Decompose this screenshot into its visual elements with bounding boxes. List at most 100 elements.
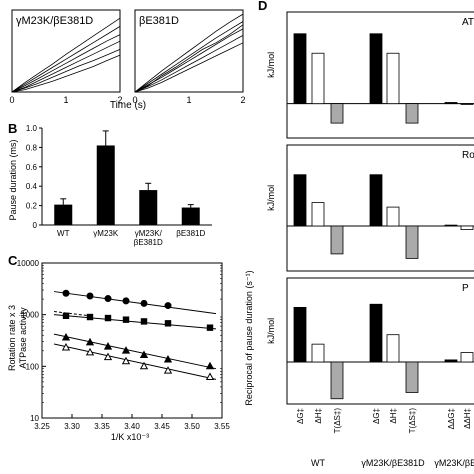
trace-2: [134, 28, 244, 93]
a-tick-1: 1: [63, 95, 68, 105]
panel-a-xlabel: Time (s): [110, 100, 146, 111]
panel-d: D kJ/mol ATP kJ/mol Rota kJ/mol P ΔG‡ ΔH‡ T(ΔS‡…: [258, 0, 474, 468]
c-ytick-label: 10000: [17, 259, 40, 268]
c-xtick-label: 3.25: [34, 422, 50, 431]
b-bar: [96, 145, 115, 225]
b-ytick-label: 0.4: [26, 182, 38, 191]
trace-1: [11, 49, 121, 93]
panel-c-ylabel-line2: ATPase activity: [18, 307, 28, 369]
d-bar: [369, 33, 383, 105]
c-fit-line: [53, 291, 217, 315]
trace-3: [134, 21, 244, 93]
c-point: [122, 316, 130, 323]
d-subpanel-title: Rota: [462, 150, 474, 161]
d-bar: [311, 52, 325, 105]
d-ylabel: kJ/mol: [266, 318, 276, 344]
d-xtick-label: ΔH‡: [389, 408, 398, 424]
panel-a-right-title: βE381D: [139, 15, 179, 27]
b-xtick-label: γM23K/: [135, 229, 163, 238]
c-xtick-label: 3.30: [64, 422, 80, 431]
d-xtick-label: ΔG‡: [372, 408, 381, 424]
panel-c-series: [53, 289, 217, 380]
d-bar: [311, 343, 325, 363]
d-xtick-label: ΔH‡: [314, 408, 323, 424]
b-xtick-label: βE381D: [176, 229, 205, 238]
c-point: [205, 361, 215, 370]
c-point: [85, 337, 95, 346]
a-tick-2b: 2: [240, 95, 245, 105]
d-bar: [293, 174, 307, 227]
c-point: [140, 299, 148, 307]
c-xtick-label: 3.50: [184, 422, 200, 431]
d-frame: [286, 144, 474, 272]
d-bar: [460, 352, 474, 363]
d-xtick-label: ΔG‡: [296, 408, 305, 424]
d-group-label: WT: [311, 458, 325, 468]
c-ytick-label: 1000: [21, 311, 39, 320]
c-point: [163, 354, 173, 363]
d-bar: [330, 103, 344, 124]
d-bar: [405, 361, 419, 393]
c-point: [122, 297, 130, 305]
c-point: [164, 320, 172, 327]
c-point: [164, 302, 172, 310]
panel-d-xaxis: ΔG‡ ΔH‡ T(ΔS‡) ΔG‡ ΔH‡ T(ΔS‡) ΔΔG‡ ΔΔH‡ WT γM23K/…: [296, 408, 474, 468]
a-tick-0: 0: [9, 95, 14, 105]
c-point: [61, 332, 71, 341]
d-bar: [460, 225, 474, 230]
c-xtick-label: 3.40: [124, 422, 140, 431]
d-ylabel: kJ/mol: [266, 185, 276, 211]
b-bar: [139, 190, 158, 225]
c-point: [121, 356, 131, 365]
a-tick-2: 2: [117, 95, 122, 105]
c-point: [205, 372, 215, 380]
c-point: [163, 366, 173, 374]
d-frame: [286, 277, 474, 405]
d-bar: [293, 306, 307, 363]
trace-4: [134, 13, 244, 93]
panel-a-right-frame: [134, 9, 244, 93]
c-ytick-label: 100: [26, 362, 40, 371]
panel-b-bars: WT γM23K γM23K/βE381D βE381D: [54, 130, 206, 247]
d-bar: [330, 361, 344, 400]
panel-a-left-frame: [11, 9, 121, 93]
panel-d-letter: D: [258, 0, 267, 13]
trace-4: [11, 26, 121, 93]
b-bar: [181, 207, 200, 225]
panel-c-xlabel: 1/K x10⁻³: [111, 432, 149, 442]
c-fit-line: [53, 343, 217, 380]
d-bar: [386, 334, 400, 363]
d-bar: [369, 174, 383, 227]
d-xtick-label: ΔΔH‡: [463, 408, 472, 429]
c-point: [62, 289, 70, 297]
c-point: [103, 352, 113, 361]
trace-0: [134, 42, 244, 93]
d-bar: [405, 225, 419, 259]
d-bar: [386, 52, 400, 105]
d-bar: [444, 224, 458, 227]
d-bar: [369, 303, 383, 363]
panel-a-right-traces: [134, 13, 244, 93]
trace-2: [11, 40, 121, 93]
d-ylabel: kJ/mol: [266, 52, 276, 78]
c-frame: [41, 262, 223, 419]
c-point: [86, 292, 94, 300]
d-frame: [286, 11, 474, 139]
trace-3: [11, 34, 121, 93]
d-group-label: γM23K/βE381D: [361, 458, 425, 468]
panel-c-ylabel-line1: Rotation rate x 3: [7, 305, 17, 371]
c-xtick-label: 3.55: [214, 422, 230, 431]
c-fit-line-dashed: [53, 311, 91, 317]
c-fit-line: [53, 314, 217, 330]
d-bar: [311, 202, 325, 227]
b-ytick-label: 1.0: [26, 124, 38, 133]
c-point: [85, 347, 95, 356]
a-tick-0b: 0: [132, 95, 137, 105]
panel-a-time-ticks: 0 1 2 0 1 2: [9, 95, 245, 105]
b-ytick-label: 0.6: [26, 163, 38, 172]
d-xtick-label: T(ΔS‡): [408, 408, 417, 434]
d-xtick-label: T(ΔS‡): [333, 408, 342, 434]
a-tick-1b: 1: [186, 95, 191, 105]
c-point: [104, 295, 112, 303]
